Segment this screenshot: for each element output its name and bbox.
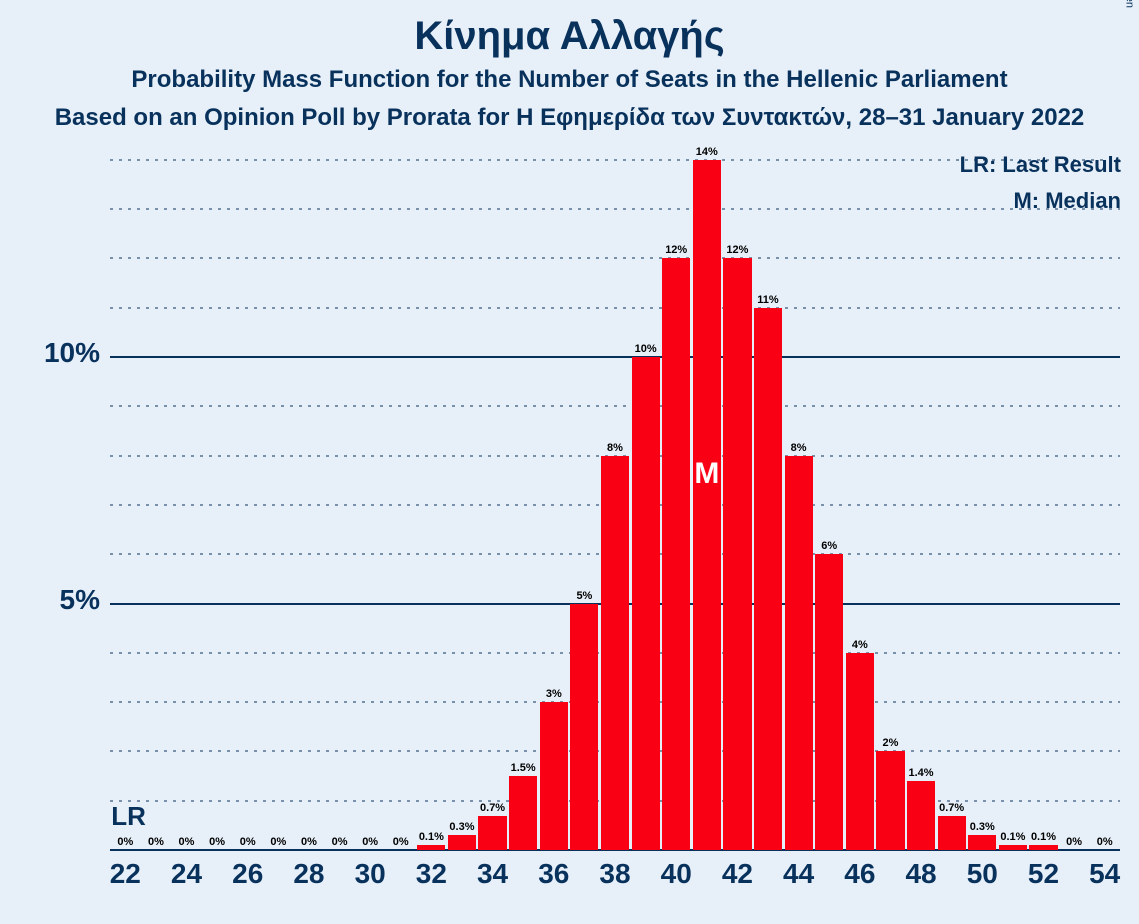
bar-value-label: 4% [840,639,880,651]
chart-subtitle-1: Probability Mass Function for the Number… [0,66,1139,94]
bar [632,357,660,850]
bar [540,702,568,850]
chart-subtitle-2: Based on an Opinion Poll by Prorata for … [0,104,1139,132]
last-result-marker: LR [111,801,146,832]
bar [417,845,445,850]
x-axis-label: 52 [1013,858,1073,890]
bar-value-label: 0% [1085,836,1125,848]
x-axis-label: 22 [95,858,155,890]
bar [785,456,813,850]
major-gridline [110,356,1120,358]
x-axis-label: 54 [1075,858,1135,890]
bar-value-label: 2% [870,737,910,749]
chart-title: Κίνημα Αλλαγής [0,14,1139,59]
x-axis-label: 40 [646,858,706,890]
bar [509,776,537,850]
bar-value-label: 1.4% [901,767,941,779]
bar [478,816,506,851]
x-axis-label: 48 [891,858,951,890]
x-axis-label: 26 [218,858,278,890]
bar [846,653,874,850]
bar [907,781,935,850]
bar [448,835,476,850]
x-axis-label: 24 [157,858,217,890]
x-axis-label: 30 [340,858,400,890]
bar-value-label: 6% [809,540,849,552]
bar-value-label: 0.7% [473,802,513,814]
x-axis-label: 36 [524,858,584,890]
bar [723,258,751,850]
bar [601,456,629,850]
x-axis-label: 46 [830,858,890,890]
plot-area: 0%0%0%0%0%0%0%0%0%0%0.1%0.3%0.7%1.5%3%5%… [110,150,1120,850]
x-axis-label: 44 [769,858,829,890]
x-axis-label: 50 [952,858,1012,890]
bar [815,554,843,850]
x-axis-label: 34 [463,858,523,890]
y-axis-label: 10% [10,337,100,369]
bar-value-label: 11% [748,294,788,306]
copyright: © 2022 Filip van Laenen [1123,0,1135,8]
bar [693,160,721,850]
bar [999,845,1027,850]
x-axis-label: 42 [707,858,767,890]
minor-gridline [110,405,1120,407]
bar-value-label: 5% [564,590,604,602]
bar-value-label: 10% [626,343,666,355]
x-axis-label: 28 [279,858,339,890]
x-axis-label: 32 [401,858,461,890]
chart-root: Κίνημα Αλλαγής Probability Mass Function… [0,0,1139,924]
bar-value-label: 8% [779,442,819,454]
bar-value-label: 8% [595,442,635,454]
median-marker: M [687,457,727,491]
x-axis-label: 38 [585,858,645,890]
bar [662,258,690,850]
bar [754,308,782,850]
bar-value-label: 0.7% [932,802,972,814]
bar [570,604,598,850]
minor-gridline [110,257,1120,259]
bar-value-label: 1.5% [503,762,543,774]
bar-value-label: 12% [717,244,757,256]
bar-value-label: 3% [534,688,574,700]
y-axis-label: 5% [10,584,100,616]
minor-gridline [110,159,1120,161]
bar-value-label: 14% [687,146,727,158]
minor-gridline [110,307,1120,309]
bar-value-label: 12% [656,244,696,256]
minor-gridline [110,208,1120,210]
bar-value-label: 0.3% [442,821,482,833]
